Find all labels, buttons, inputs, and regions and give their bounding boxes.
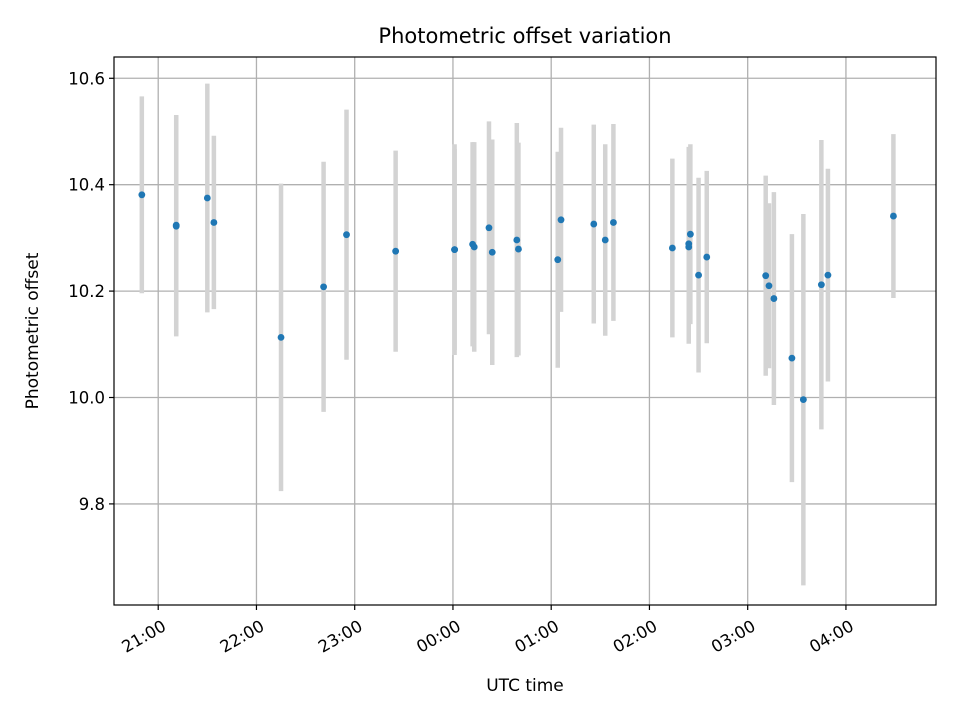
data-point bbox=[557, 216, 565, 224]
data-point bbox=[392, 247, 400, 255]
data-point bbox=[138, 191, 146, 199]
data-point bbox=[668, 244, 676, 252]
chart-title: Photometric offset variation bbox=[378, 24, 671, 48]
data-point bbox=[451, 246, 458, 253]
data-point bbox=[488, 248, 496, 256]
data-point bbox=[485, 224, 493, 232]
data-point bbox=[610, 219, 617, 226]
data-point bbox=[765, 282, 773, 290]
data-point bbox=[203, 194, 211, 202]
data-point bbox=[799, 396, 807, 404]
data-point bbox=[172, 222, 180, 230]
data-point bbox=[320, 283, 327, 291]
y-axis-label: Photometric offset bbox=[23, 252, 43, 409]
data-point bbox=[277, 333, 285, 341]
y-tick-label: 10.0 bbox=[68, 389, 105, 408]
data-point bbox=[601, 236, 609, 244]
grid bbox=[114, 57, 936, 605]
x-axis-label: UTC time bbox=[486, 676, 564, 696]
data-point bbox=[824, 271, 832, 279]
data-point bbox=[685, 240, 693, 248]
data-point bbox=[686, 230, 694, 238]
data-point bbox=[590, 220, 598, 228]
y-tick-label: 9.8 bbox=[79, 495, 105, 514]
data-point bbox=[817, 281, 825, 289]
data-point bbox=[513, 236, 521, 244]
data-point bbox=[788, 354, 796, 362]
data-point bbox=[695, 271, 702, 279]
y-tick-label: 10.6 bbox=[68, 69, 105, 88]
data-point bbox=[890, 212, 897, 220]
data-point bbox=[703, 253, 711, 261]
y-tick-label: 10.2 bbox=[68, 282, 105, 301]
data-points bbox=[138, 191, 897, 404]
data-point bbox=[515, 245, 522, 253]
data-point bbox=[762, 272, 770, 280]
plot-frame bbox=[113, 56, 937, 606]
data-point bbox=[210, 219, 218, 226]
y-axis-ticks: 9.8 10.0 10.2 10.4 10.6 bbox=[68, 69, 114, 514]
data-point bbox=[770, 295, 778, 302]
data-point bbox=[470, 243, 478, 251]
data-point bbox=[343, 231, 350, 239]
data-point bbox=[554, 256, 562, 264]
y-tick-label: 10.4 bbox=[68, 176, 105, 195]
